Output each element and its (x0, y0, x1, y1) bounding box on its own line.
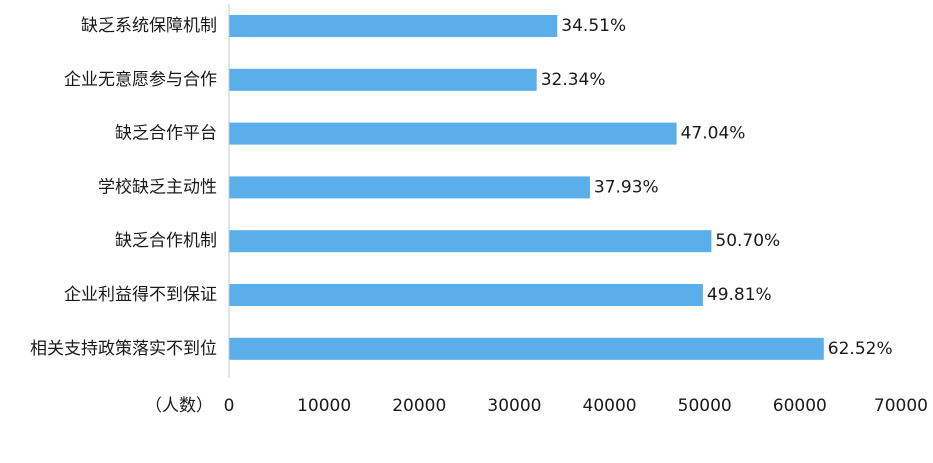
data-label: 50.70% (715, 231, 780, 251)
category-label: 企业利益得不到保证 (64, 285, 217, 305)
bar (229, 284, 703, 306)
x-tick-labels-group: 0 10000 20000 30000 40000 50000 60000 70000 (224, 396, 928, 416)
data-label: 37.93% (594, 177, 659, 197)
x-tick-label: 30000 (487, 396, 541, 416)
category-label: 企业无意愿参与合作 (64, 70, 217, 90)
x-tick-label: 10000 (297, 396, 351, 416)
category-label: 缺乏合作机制 (115, 231, 217, 251)
x-axis-unit-label: （人数） (145, 396, 213, 416)
x-tick-label: 40000 (583, 396, 637, 416)
x-tick-label: 20000 (392, 396, 446, 416)
data-label: 32.34% (541, 70, 606, 90)
bar (229, 337, 824, 360)
category-label: 缺乏合作平台 (115, 124, 217, 144)
data-labels-group: 34.51% 32.34% 47.04% 37.93% 50.70% 49.81% 62.5… (541, 16, 893, 359)
bar (229, 15, 558, 37)
bar (229, 176, 590, 199)
x-tick-label: 70000 (874, 396, 928, 416)
x-tick-label: 0 (224, 396, 235, 416)
data-label: 49.81% (707, 285, 772, 305)
x-tick-label: 60000 (773, 396, 827, 416)
data-label: 62.52% (828, 339, 893, 359)
category-labels-group: 缺乏系统保障机制企业无意愿参与合作缺乏合作平台学校缺乏主动性缺乏合作机制企业利益… (30, 16, 217, 359)
bar (229, 230, 712, 253)
category-label: 缺乏系统保障机制 (81, 16, 217, 36)
category-label: 相关支持政策落实不到位 (30, 339, 217, 359)
bars-group (229, 15, 824, 360)
data-label: 47.04% (681, 124, 746, 144)
bar (229, 68, 537, 91)
x-tick-label: 50000 (678, 396, 732, 416)
category-label: 学校缺乏主动性 (98, 177, 217, 197)
bar (229, 122, 677, 145)
data-label: 34.51% (561, 16, 626, 36)
